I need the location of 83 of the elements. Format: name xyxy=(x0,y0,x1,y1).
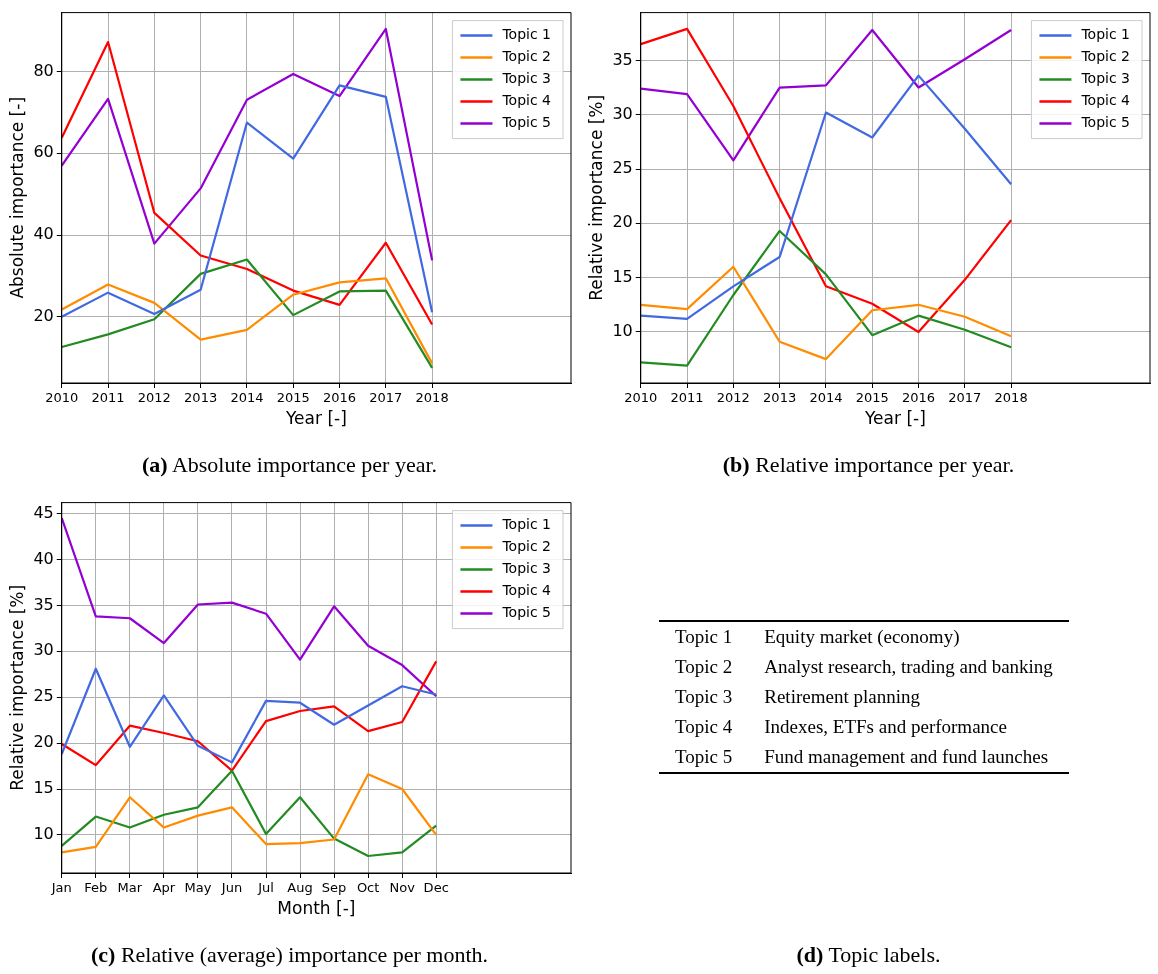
x-tick-label: Aug xyxy=(287,880,313,896)
y-tick-label: 30 xyxy=(33,640,54,660)
y-axis-title: Absolute importance [-] xyxy=(6,96,27,299)
y-axis-title: Relative importance [%] xyxy=(6,584,27,791)
x-axis-title: Year [-] xyxy=(863,408,926,429)
legend-label: Topic 2 xyxy=(501,48,552,65)
x-tick-label: Feb xyxy=(84,880,108,896)
text: (c) Relative (average) importance per month. xyxy=(90,942,489,967)
y-tick-label: 20 xyxy=(33,305,54,325)
x-tick-label: Nov xyxy=(389,880,416,896)
x-tick-label: 2015 xyxy=(276,390,310,406)
x-tick-label: 2014 xyxy=(809,390,843,406)
x-tick-label: Sep xyxy=(321,880,347,896)
legend-label: Topic 1 xyxy=(501,26,552,43)
x-tick-label: Jul xyxy=(257,880,274,896)
category-label: Topic 1 xyxy=(674,625,734,649)
x-tick-label: Apr xyxy=(152,880,176,896)
x-tick-label: 2015 xyxy=(855,390,889,406)
x-tick-label: 2017 xyxy=(369,390,403,406)
text: (b) Relative importance per year. xyxy=(722,452,1015,477)
x-tick-label: 2017 xyxy=(948,390,982,406)
y-axis-title: Relative importance [%] xyxy=(585,94,606,301)
y-tick-label: 25 xyxy=(612,158,633,178)
y-tick-label: 35 xyxy=(33,594,54,614)
y-tick-label: 15 xyxy=(33,778,54,798)
x-axis-title: Year [-] xyxy=(284,408,347,429)
x-tick-label: 2018 xyxy=(415,390,449,406)
legend-label: Topic 2 xyxy=(501,538,552,555)
text: Equity market (economy) xyxy=(763,625,961,649)
text: Indexes, ETFs and performance xyxy=(763,715,1008,739)
text: Retirement planning xyxy=(763,685,921,709)
legend-label: Topic 3 xyxy=(501,70,552,87)
x-tick-label: 2013 xyxy=(184,390,218,406)
x-tick-label: 2018 xyxy=(994,390,1028,406)
legend-label: Topic 4 xyxy=(1080,92,1131,109)
x-tick-label: 2012 xyxy=(716,390,750,406)
x-tick-label: 2011 xyxy=(91,390,125,406)
legend-label: Topic 5 xyxy=(501,114,552,131)
y-tick-label: 40 xyxy=(33,224,54,244)
legend-label: Topic 1 xyxy=(1080,26,1131,43)
text: (d) Topic labels. xyxy=(796,942,941,967)
x-tick-label: May xyxy=(184,880,212,896)
x-tick-label: Mar xyxy=(117,880,143,896)
category-label: Topic 3 xyxy=(674,685,734,709)
y-tick-label: 25 xyxy=(33,686,54,706)
category-label: Topic 2 xyxy=(674,655,734,679)
y-tick-label: 40 xyxy=(33,548,54,568)
x-tick-label: Dec xyxy=(423,880,449,896)
legend-label: Topic 3 xyxy=(501,560,552,577)
x-tick-label: 2011 xyxy=(670,390,704,406)
x-tick-label: Jan xyxy=(50,880,72,896)
x-tick-label: 2016 xyxy=(901,390,936,406)
legend-label: Topic 5 xyxy=(501,604,552,621)
legend-label: Topic 4 xyxy=(501,92,552,109)
x-tick-label: 2013 xyxy=(763,390,797,406)
x-tick-label: Oct xyxy=(356,880,380,896)
legend-label: Topic 5 xyxy=(1080,114,1131,131)
y-tick-label: 60 xyxy=(33,142,54,162)
legend-label: Topic 1 xyxy=(501,516,552,533)
text: (a) Absolute importance per year. xyxy=(141,452,438,477)
category-label: Topic 5 xyxy=(674,745,734,769)
text: Fund management and fund launches xyxy=(763,745,1050,769)
y-tick-label: 20 xyxy=(33,732,54,752)
y-tick-label: 45 xyxy=(33,502,54,522)
x-axis-title: Month [-] xyxy=(277,898,356,919)
y-tick-label: 20 xyxy=(612,212,633,232)
x-tick-label: 2016 xyxy=(322,390,357,406)
legend-label: Topic 3 xyxy=(1080,70,1131,87)
x-tick-label: Jun xyxy=(220,880,243,896)
category-label: Topic 4 xyxy=(674,715,734,739)
y-tick-label: 35 xyxy=(612,49,633,69)
x-tick-label: 2014 xyxy=(230,390,264,406)
y-tick-label: 80 xyxy=(33,60,54,80)
legend-label: Topic 4 xyxy=(501,582,552,599)
legend-label: Topic 2 xyxy=(1080,48,1131,65)
text: Analyst research, trading and banking xyxy=(763,655,1054,679)
x-tick-label: 2010 xyxy=(45,390,79,406)
x-tick-label: 2012 xyxy=(137,390,171,406)
x-tick-label: 2010 xyxy=(624,390,658,406)
y-tick-label: 10 xyxy=(612,321,633,341)
y-tick-label: 30 xyxy=(612,103,633,123)
y-tick-label: 15 xyxy=(612,266,633,286)
y-tick-label: 10 xyxy=(33,824,54,844)
